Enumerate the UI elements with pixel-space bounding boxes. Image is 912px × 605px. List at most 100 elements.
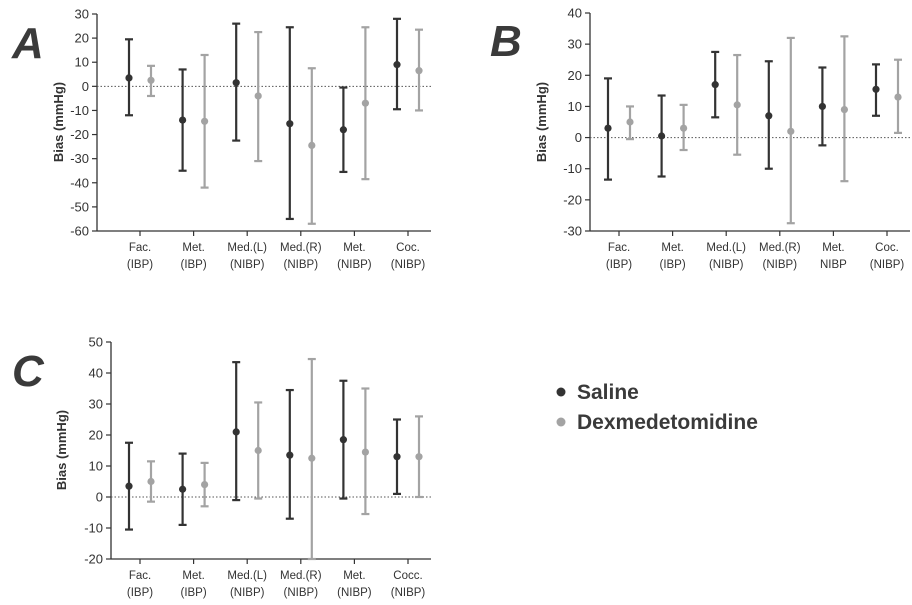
mean-point-saline (604, 124, 612, 132)
y-tick-label: -60 (70, 224, 89, 239)
mean-point-dexmedetomidine (147, 477, 155, 486)
x-tick-label-line2: (NIBP) (391, 587, 426, 599)
y-axis-label: Bias (mmHg) (534, 82, 549, 162)
x-tick-label: Med.(L) (706, 242, 746, 254)
x-tick-label: Fac. (608, 242, 630, 254)
mean-point-saline (393, 61, 401, 69)
y-tick-label: -50 (70, 199, 89, 214)
y-tick-label: 0 (96, 490, 103, 505)
x-tick-label: Med.(L) (227, 570, 267, 582)
mean-point-dexmedetomidine (201, 117, 209, 125)
mean-point-saline (393, 453, 401, 461)
mean-point-saline (179, 485, 187, 493)
mean-point-dexmedetomidine (415, 453, 423, 461)
x-tick-label: Met. (182, 570, 204, 582)
legend-label-saline: Saline (577, 381, 639, 404)
mean-point-saline (765, 112, 773, 120)
mean-point-saline (658, 132, 666, 140)
mean-point-saline (818, 102, 827, 111)
x-tick-label: Cocc. (393, 570, 422, 582)
legend-marker-dexmedetomidine (556, 417, 566, 427)
mean-point-dexmedetomidine (680, 124, 688, 132)
y-tick-label: -40 (70, 175, 89, 190)
x-tick-label-line2: (NIBP) (230, 259, 265, 271)
y-tick-label: 10 (75, 55, 89, 70)
y-tick-label: 10 (568, 99, 582, 114)
mean-point-dexmedetomidine (840, 105, 849, 114)
mean-point-saline (872, 85, 880, 93)
x-tick-label-line2: NIBP (820, 259, 847, 271)
x-tick-label: Fac. (129, 242, 151, 254)
x-tick-label-line2: (NIBP) (709, 259, 744, 271)
panel-letter-b: B (490, 17, 522, 66)
y-tick-label: 50 (89, 335, 103, 350)
x-tick-label-line2: (NIBP) (284, 259, 319, 271)
x-tick-label-line2: (NIBP) (337, 259, 372, 271)
x-tick-label: Met. (661, 242, 683, 254)
y-tick-label: 40 (568, 6, 582, 21)
x-tick-label: Met. (822, 242, 844, 254)
x-tick-label: Coc. (875, 242, 899, 254)
y-tick-label: 20 (568, 68, 582, 83)
x-tick-label: Met. (343, 242, 365, 254)
legend: Saline Dexmedetomidine (556, 381, 758, 434)
mean-point-saline (232, 79, 240, 87)
x-tick-label: Coc. (396, 242, 420, 254)
y-tick-label: 30 (568, 37, 582, 52)
mean-point-saline (339, 126, 347, 134)
y-tick-label: 30 (89, 397, 103, 412)
x-tick-label-line2: (IBP) (659, 259, 685, 271)
x-tick-label: Med.(R) (280, 242, 322, 254)
mean-point-dexmedetomidine (254, 446, 262, 455)
x-tick-label-line2: (NIBP) (391, 259, 426, 271)
x-tick-label-line2: (NIBP) (284, 587, 319, 599)
y-tick-label: 10 (89, 459, 103, 474)
x-tick-label: Met. (343, 570, 365, 582)
mean-point-dexmedetomidine (308, 454, 316, 462)
y-axis-label: Bias (mmHg) (51, 82, 66, 162)
x-tick-label-line2: (IBP) (180, 259, 206, 271)
y-tick-label: 0 (82, 79, 89, 94)
mean-point-saline (286, 120, 294, 128)
x-tick-label: Med.(L) (227, 242, 267, 254)
mean-point-saline (711, 81, 719, 89)
y-tick-label: 20 (75, 31, 89, 46)
y-tick-label: 30 (75, 7, 89, 22)
mean-point-saline (286, 451, 294, 459)
mean-point-dexmedetomidine (733, 101, 741, 109)
mean-point-saline (232, 428, 240, 436)
x-tick-label-line2: (IBP) (180, 587, 206, 599)
x-tick-label-line2: (NIBP) (870, 259, 905, 271)
y-tick-label: -20 (70, 127, 89, 142)
y-axis-label: Bias (mmHg) (54, 410, 69, 490)
mean-point-dexmedetomidine (361, 448, 369, 456)
mean-point-dexmedetomidine (894, 93, 902, 101)
legend-marker-saline (556, 387, 566, 397)
legend-label-dexmedetomidine: Dexmedetomidine (577, 411, 758, 434)
panel-letter-a: A (11, 19, 44, 68)
y-tick-label: 0 (575, 130, 582, 145)
mean-point-dexmedetomidine (147, 76, 155, 84)
mean-point-dexmedetomidine (361, 99, 369, 107)
mean-point-saline (179, 116, 187, 124)
y-tick-label: -10 (84, 521, 103, 536)
x-tick-label: Met. (182, 242, 204, 254)
x-tick-label-line2: (IBP) (127, 587, 153, 599)
y-tick-label: 40 (89, 366, 103, 381)
mean-point-dexmedetomidine (201, 481, 209, 489)
x-tick-label: Med.(R) (759, 242, 801, 254)
mean-point-dexmedetomidine (254, 92, 262, 100)
mean-point-dexmedetomidine (626, 118, 634, 126)
x-tick-label-line2: (NIBP) (337, 587, 372, 599)
x-tick-label-line2: (NIBP) (763, 259, 798, 271)
x-tick-label-line2: (NIBP) (230, 587, 265, 599)
x-tick-label: Fac. (129, 570, 151, 582)
mean-point-dexmedetomidine (415, 67, 423, 75)
chart-panel-b: -30 -20 -10 0 10 20 30 40 Bias (mmHg) Fac. (IBP) Me… (534, 6, 910, 271)
y-tick-label: -30 (70, 151, 89, 166)
panel-letter-c: C (12, 347, 45, 396)
y-tick-label: -30 (563, 224, 582, 239)
chart-panel-a: -60 -50 -40 -30 -20 -10 0 10 20 30 Bias (mmHg) Fac.… (51, 7, 431, 271)
mean-point-dexmedetomidine (787, 127, 795, 135)
